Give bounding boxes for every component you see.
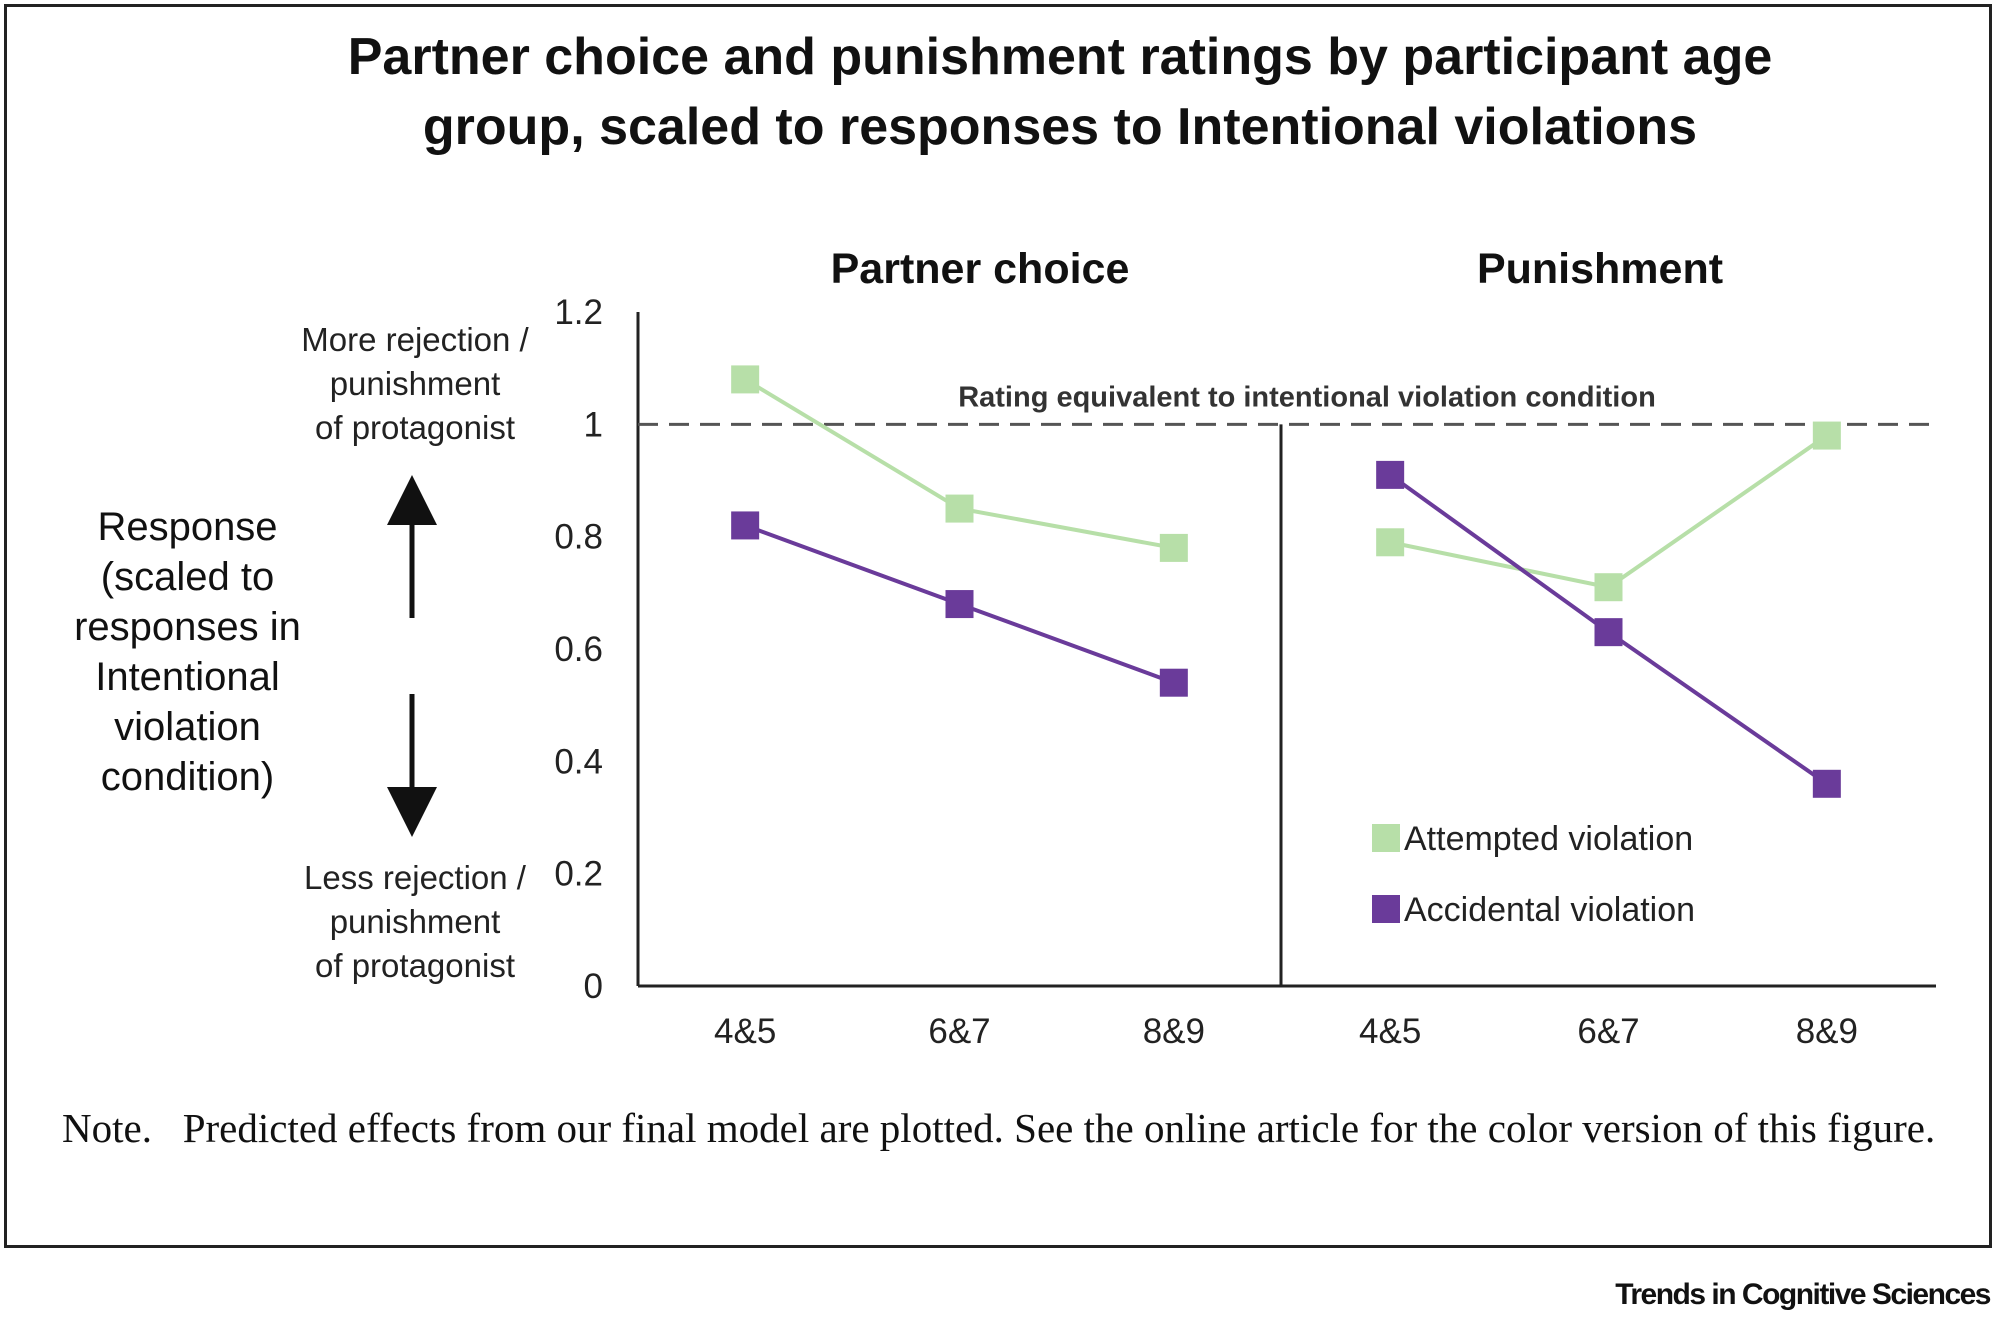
figure-note: Note. Predicted effects from our final m… (62, 1098, 1937, 1158)
panel-title: Punishment (1477, 245, 1723, 293)
data-point-marker (945, 590, 974, 619)
top-annotation-line-3: of protagonist (315, 409, 515, 446)
x-tick-label: 8&9 (1143, 1012, 1205, 1051)
y-tick-label: 0.2 (554, 855, 603, 894)
bottom-annotation-line-2: punishment (329, 903, 501, 940)
data-point-marker (731, 511, 760, 540)
data-point-marker (1812, 421, 1841, 450)
bottom-annotation-line-1: Less rejection / (304, 859, 526, 896)
y-tick-label: 0.4 (554, 742, 603, 781)
data-point-marker (1594, 573, 1623, 602)
y-tick-label: 1 (584, 405, 603, 444)
journal-credit: Trends in Cognitive Sciences (1615, 1278, 1991, 1311)
figure-title-line-2: group, scaled to responses to Intentiona… (422, 98, 1698, 156)
figure-title-line-1: Partner choice and punishment ratings by… (347, 28, 1773, 86)
note-label: Note. (62, 1105, 152, 1151)
data-point-marker (1376, 528, 1405, 557)
top-annotation: More rejection / punishment of protagoni… (270, 318, 560, 450)
y-axis-label-line-4: Intentional (95, 655, 280, 699)
y-axis-label-line-6: condition) (100, 755, 275, 799)
data-point-marker (1594, 618, 1623, 647)
data-point-marker (1812, 769, 1841, 798)
reference-line-label: Rating equivalent to intentional violati… (958, 381, 1656, 413)
x-tick-label: 6&7 (1577, 1012, 1639, 1051)
series-line (1389, 433, 1828, 590)
y-axis-label-line-3: responses in (74, 605, 301, 649)
figure-title: Partner choice and punishment ratings by… (180, 22, 1940, 162)
x-tick-label: 4&5 (1359, 1012, 1421, 1051)
x-tick-label: 6&7 (928, 1012, 990, 1051)
panel-title: Partner choice (831, 245, 1130, 293)
bottom-annotation: Less rejection / punishment of protagoni… (270, 856, 560, 988)
y-tick-label: 0.6 (554, 630, 603, 669)
y-axis-label-line-2: (scaled to (100, 555, 275, 599)
legend-label: Accidental violation (1404, 891, 1695, 929)
bottom-annotation-line-3: of protagonist (315, 947, 515, 984)
legend-marker (1372, 824, 1400, 852)
y-axis-label: Response (scaled to responses in Intenti… (45, 502, 330, 802)
x-tick-label: 4&5 (714, 1012, 776, 1051)
y-axis-label-line-1: Response (97, 505, 278, 549)
y-tick-label: 0.8 (554, 518, 603, 557)
top-annotation-line-1: More rejection / (301, 321, 529, 358)
y-tick-label: 0 (584, 967, 603, 1006)
y-tick-label: 1.2 (554, 293, 603, 332)
x-tick-label: 8&9 (1796, 1012, 1858, 1051)
data-point-marker (945, 494, 974, 523)
data-point-marker (1376, 460, 1405, 489)
note-text: Predicted effects from our final model a… (182, 1105, 1936, 1151)
legend-marker (1372, 895, 1400, 923)
data-point-marker (1159, 668, 1188, 697)
top-annotation-line-2: punishment (329, 365, 501, 402)
data-point-marker (1159, 533, 1188, 562)
y-axis-label-line-5: violation (114, 705, 261, 749)
legend-label: Attempted violation (1404, 820, 1693, 858)
data-point-marker (731, 365, 760, 394)
figure-frame (4, 4, 1992, 1248)
